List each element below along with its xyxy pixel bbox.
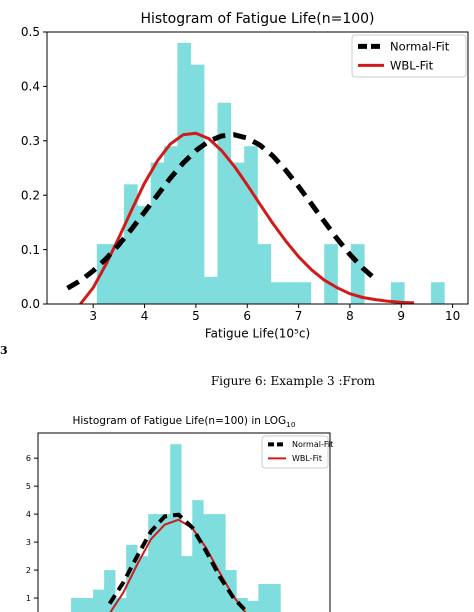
histogram-bar: [137, 556, 149, 612]
histogram-bar: [104, 570, 116, 612]
x-tick-label: 9: [397, 309, 405, 323]
histogram-bar: [177, 42, 192, 304]
histogram-bar: [181, 556, 193, 612]
section-number-fragment: 3: [0, 344, 8, 357]
histogram-bar: [257, 244, 272, 304]
normal-fit-line: [107, 512, 249, 612]
y-tick-label: 0.0: [21, 297, 40, 311]
histogram-bar: [258, 584, 270, 612]
histogram-bar: [431, 282, 445, 304]
x-tick-label: 5: [192, 309, 200, 323]
histogram-bar: [110, 244, 125, 304]
x-tick-label: 8: [346, 309, 354, 323]
y-tick-label: 2: [26, 566, 31, 575]
y-tick-label: 0.4: [21, 80, 40, 94]
histogram-bar: [190, 64, 205, 304]
legend-normal-fit-label: Normal-Fit: [292, 440, 333, 449]
histogram-bars: [71, 444, 281, 612]
legend: Normal-Fit WBL-Fit: [261, 435, 333, 469]
histogram-bar: [270, 282, 285, 304]
histogram-bar: [203, 514, 215, 612]
histogram-bar: [324, 244, 338, 304]
y-tick-label: 5: [26, 482, 31, 491]
histogram-bar: [148, 514, 160, 612]
histogram-bar: [284, 282, 298, 304]
histogram-bar: [269, 584, 281, 612]
histogram-bar: [82, 598, 94, 612]
fit-curves: [66, 131, 415, 304]
y-tick-label: 3: [26, 538, 31, 547]
histogram-bar: [217, 102, 232, 304]
histogram-bar: [297, 282, 312, 304]
histogram-bar: [164, 146, 178, 304]
legend-wbl-fit-label: WBL-Fit: [390, 58, 434, 72]
x-tick-label: 10: [445, 309, 460, 323]
histogram-bar: [214, 514, 226, 612]
fit-curves: [107, 512, 249, 612]
histogram-bar: [170, 444, 182, 612]
wbl-fit-line: [79, 131, 415, 304]
y-tick-label: 1: [26, 594, 31, 603]
histogram-bar: [192, 500, 204, 612]
x-tick-label: 3: [89, 309, 97, 323]
legend-wbl-fit-label: WBL-Fit: [292, 454, 322, 463]
y-tick-label: 0.3: [21, 134, 40, 148]
legend-normal-fit-label: Normal-Fit: [390, 39, 450, 53]
fatigue-histogram-chart: 0.0 0.1 0.2 0.3 0.4 0.5 3 4 5 6 7 8 9 10 Histogram of …: [21, 11, 469, 340]
x-tick-label: 6: [243, 309, 251, 323]
y-tick-label: 0.2: [21, 188, 40, 202]
histogram-bar: [115, 598, 127, 612]
histogram-bar: [126, 544, 138, 612]
chart-title: Histogram of Fatigue Life(n=100) in LOG1…: [72, 415, 295, 429]
normal-fit-line: [66, 132, 378, 291]
histogram-bar: [71, 598, 83, 612]
histogram-bar: [230, 162, 245, 304]
x-tick-label: 7: [295, 309, 303, 323]
y-tick-label: 0.1: [21, 243, 40, 257]
plot-frame: [37, 432, 331, 612]
chart-title: Histogram of Fatigue Life(n=100): [140, 11, 374, 27]
y-tick-label: 4: [26, 510, 31, 519]
histogram-bar: [204, 276, 218, 304]
x-axis-label: Fatigue Life(10⁵c): [205, 326, 310, 340]
y-tick-label: 0.5: [21, 25, 40, 39]
histogram-bar: [159, 514, 171, 612]
legend: Normal-Fit WBL-Fit: [351, 34, 467, 78]
y-tick-label: 6: [26, 454, 31, 463]
x-tick-label: 4: [141, 309, 149, 323]
histogram-bar: [124, 184, 138, 304]
histogram-bar: [93, 589, 105, 612]
figure-caption: Figure 6: Example 3 :From: [0, 374, 474, 388]
plot-frame: [46, 31, 469, 305]
histogram-bar: [390, 282, 405, 304]
histogram-bar: [137, 206, 152, 304]
histogram-bar: [247, 600, 259, 612]
chart-title-subscript: 10: [286, 420, 296, 429]
figure-caption-text: Figure 6: Example 3 :From: [210, 374, 376, 388]
